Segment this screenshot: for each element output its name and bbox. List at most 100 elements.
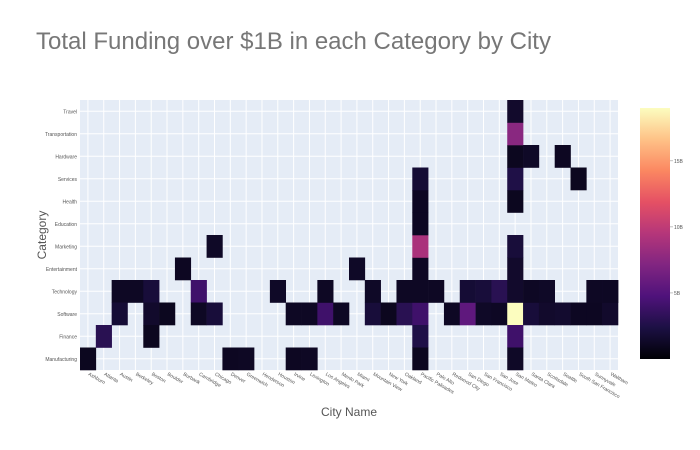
- x-tick-label: Atlanta: [103, 372, 120, 385]
- heatmap-cell: [507, 325, 524, 348]
- heatmap-cell: [570, 167, 587, 191]
- heatmap-cell: [80, 347, 97, 371]
- heatmap-cell: [269, 280, 287, 303]
- x-tick-label: Irvine: [293, 372, 307, 383]
- heatmap-cell: [554, 145, 571, 168]
- heatmap-cell: [459, 280, 476, 303]
- plot-background: [80, 100, 618, 370]
- heatmap-cell: [412, 167, 429, 191]
- colorbar-ticks: 5B 10B 15B: [670, 159, 684, 297]
- heatmap-cell: [570, 302, 587, 326]
- chart-title: Total Funding over $1B in each Category …: [36, 28, 551, 55]
- heatmap-cell: [159, 302, 176, 326]
- y-tick-label: Technology: [52, 289, 78, 295]
- heatmap-cell: [491, 280, 508, 303]
- y-tick-label: Transportation: [45, 132, 77, 138]
- heatmap-cell: [285, 347, 302, 371]
- x-tick-label: Denver: [229, 372, 246, 385]
- heatmap-cell: [206, 235, 223, 258]
- heatmap-cell: [190, 302, 207, 326]
- heatmap-cell: [602, 280, 619, 303]
- heatmap-cell: [412, 190, 429, 213]
- heatmap-cell: [301, 347, 318, 371]
- colorbar-tick-label: 5B: [674, 291, 681, 297]
- heatmap-cell: [238, 347, 255, 371]
- heatmap-cell: [523, 302, 540, 326]
- heatmap-cell: [333, 302, 350, 326]
- heatmap-cell: [443, 302, 461, 326]
- heatmap-cell: [586, 280, 603, 303]
- heatmap-cell: [412, 212, 429, 236]
- heatmap-cell: [507, 145, 524, 168]
- heatmap-cell: [475, 302, 492, 326]
- heatmap-cell: [222, 347, 239, 371]
- heatmap-cell: [190, 280, 207, 303]
- heatmap-cell: [428, 280, 445, 303]
- heatmap-cell: [143, 280, 160, 303]
- x-tick-label: Miami: [356, 372, 371, 384]
- heatmap-cell: [301, 302, 318, 326]
- heatmap-cell: [507, 347, 524, 371]
- heatmap-cell: [364, 302, 381, 326]
- heatmap-cell: [491, 302, 508, 326]
- heatmap-cell: [459, 302, 476, 326]
- heatmap-cell: [586, 302, 603, 326]
- y-tick-label: Finance: [59, 334, 77, 340]
- y-tick-label: Hardware: [55, 154, 77, 160]
- heatmap-cell: [538, 302, 556, 326]
- y-tick-label: Health: [63, 199, 78, 205]
- y-tick-label: Software: [57, 312, 77, 318]
- heatmap-cell: [507, 235, 524, 258]
- heatmap-cell: [412, 325, 429, 348]
- heatmap-cell: [538, 280, 556, 303]
- heatmap-cell: [206, 302, 223, 326]
- heatmap-cell: [412, 235, 429, 258]
- heatmap-cell: [507, 100, 524, 123]
- heatmap-cell: [174, 257, 192, 281]
- heatmap-cell: [475, 280, 492, 303]
- heatmap-cell: [364, 280, 381, 303]
- heatmap-cell: [507, 302, 524, 326]
- heatmap-cell: [507, 257, 524, 281]
- heatmap-cell: [127, 280, 144, 303]
- heatmap-cell: [412, 347, 429, 371]
- heatmap-cell: [523, 145, 540, 168]
- x-axis-title: City Name: [321, 405, 377, 419]
- x-tick-label: Boulder: [166, 372, 184, 386]
- colorbar-tick-label: 10B: [674, 225, 684, 231]
- y-tick-label: Manufacturing: [45, 357, 77, 363]
- heatmap-cell: [396, 302, 413, 326]
- heatmap-cell: [507, 167, 524, 191]
- y-tick-label: Marketing: [55, 244, 77, 250]
- heatmap-cell: [602, 302, 619, 326]
- y-tick-label: Travel: [63, 109, 77, 115]
- heatmap-cell: [412, 302, 429, 326]
- heatmap-cell: [523, 280, 540, 303]
- y-tick-label: Entertainment: [46, 267, 78, 273]
- heatmap-cell: [412, 280, 429, 303]
- heatmap-cell: [111, 280, 128, 303]
- heatmap-cell: [507, 190, 524, 213]
- heatmap-cell: [554, 302, 571, 326]
- heatmap-cell: [285, 302, 302, 326]
- heatmap-cell: [412, 257, 429, 281]
- heatmap-cell: [317, 302, 334, 326]
- heatmap-cell: [317, 280, 334, 303]
- heatmap-cell: [95, 325, 112, 348]
- x-tick-label: Austin: [119, 372, 134, 384]
- heatmap-cell: [111, 302, 128, 326]
- heatmap-cell: [396, 280, 413, 303]
- heatmap-cell: [143, 325, 160, 348]
- y-axis-ticks: Manufacturing Finance Software Technology En…: [45, 109, 78, 363]
- y-tick-label: Education: [55, 222, 77, 228]
- colorbar: [640, 108, 670, 359]
- heatmap-cell: [349, 257, 366, 281]
- heatmap-cells: [80, 100, 619, 371]
- heatmap-cell: [507, 280, 524, 303]
- heatmap-cell: [507, 122, 524, 146]
- colorbar-tick-label: 15B: [674, 159, 684, 165]
- y-tick-label: Services: [58, 177, 78, 183]
- heatmap-cell: [143, 302, 160, 326]
